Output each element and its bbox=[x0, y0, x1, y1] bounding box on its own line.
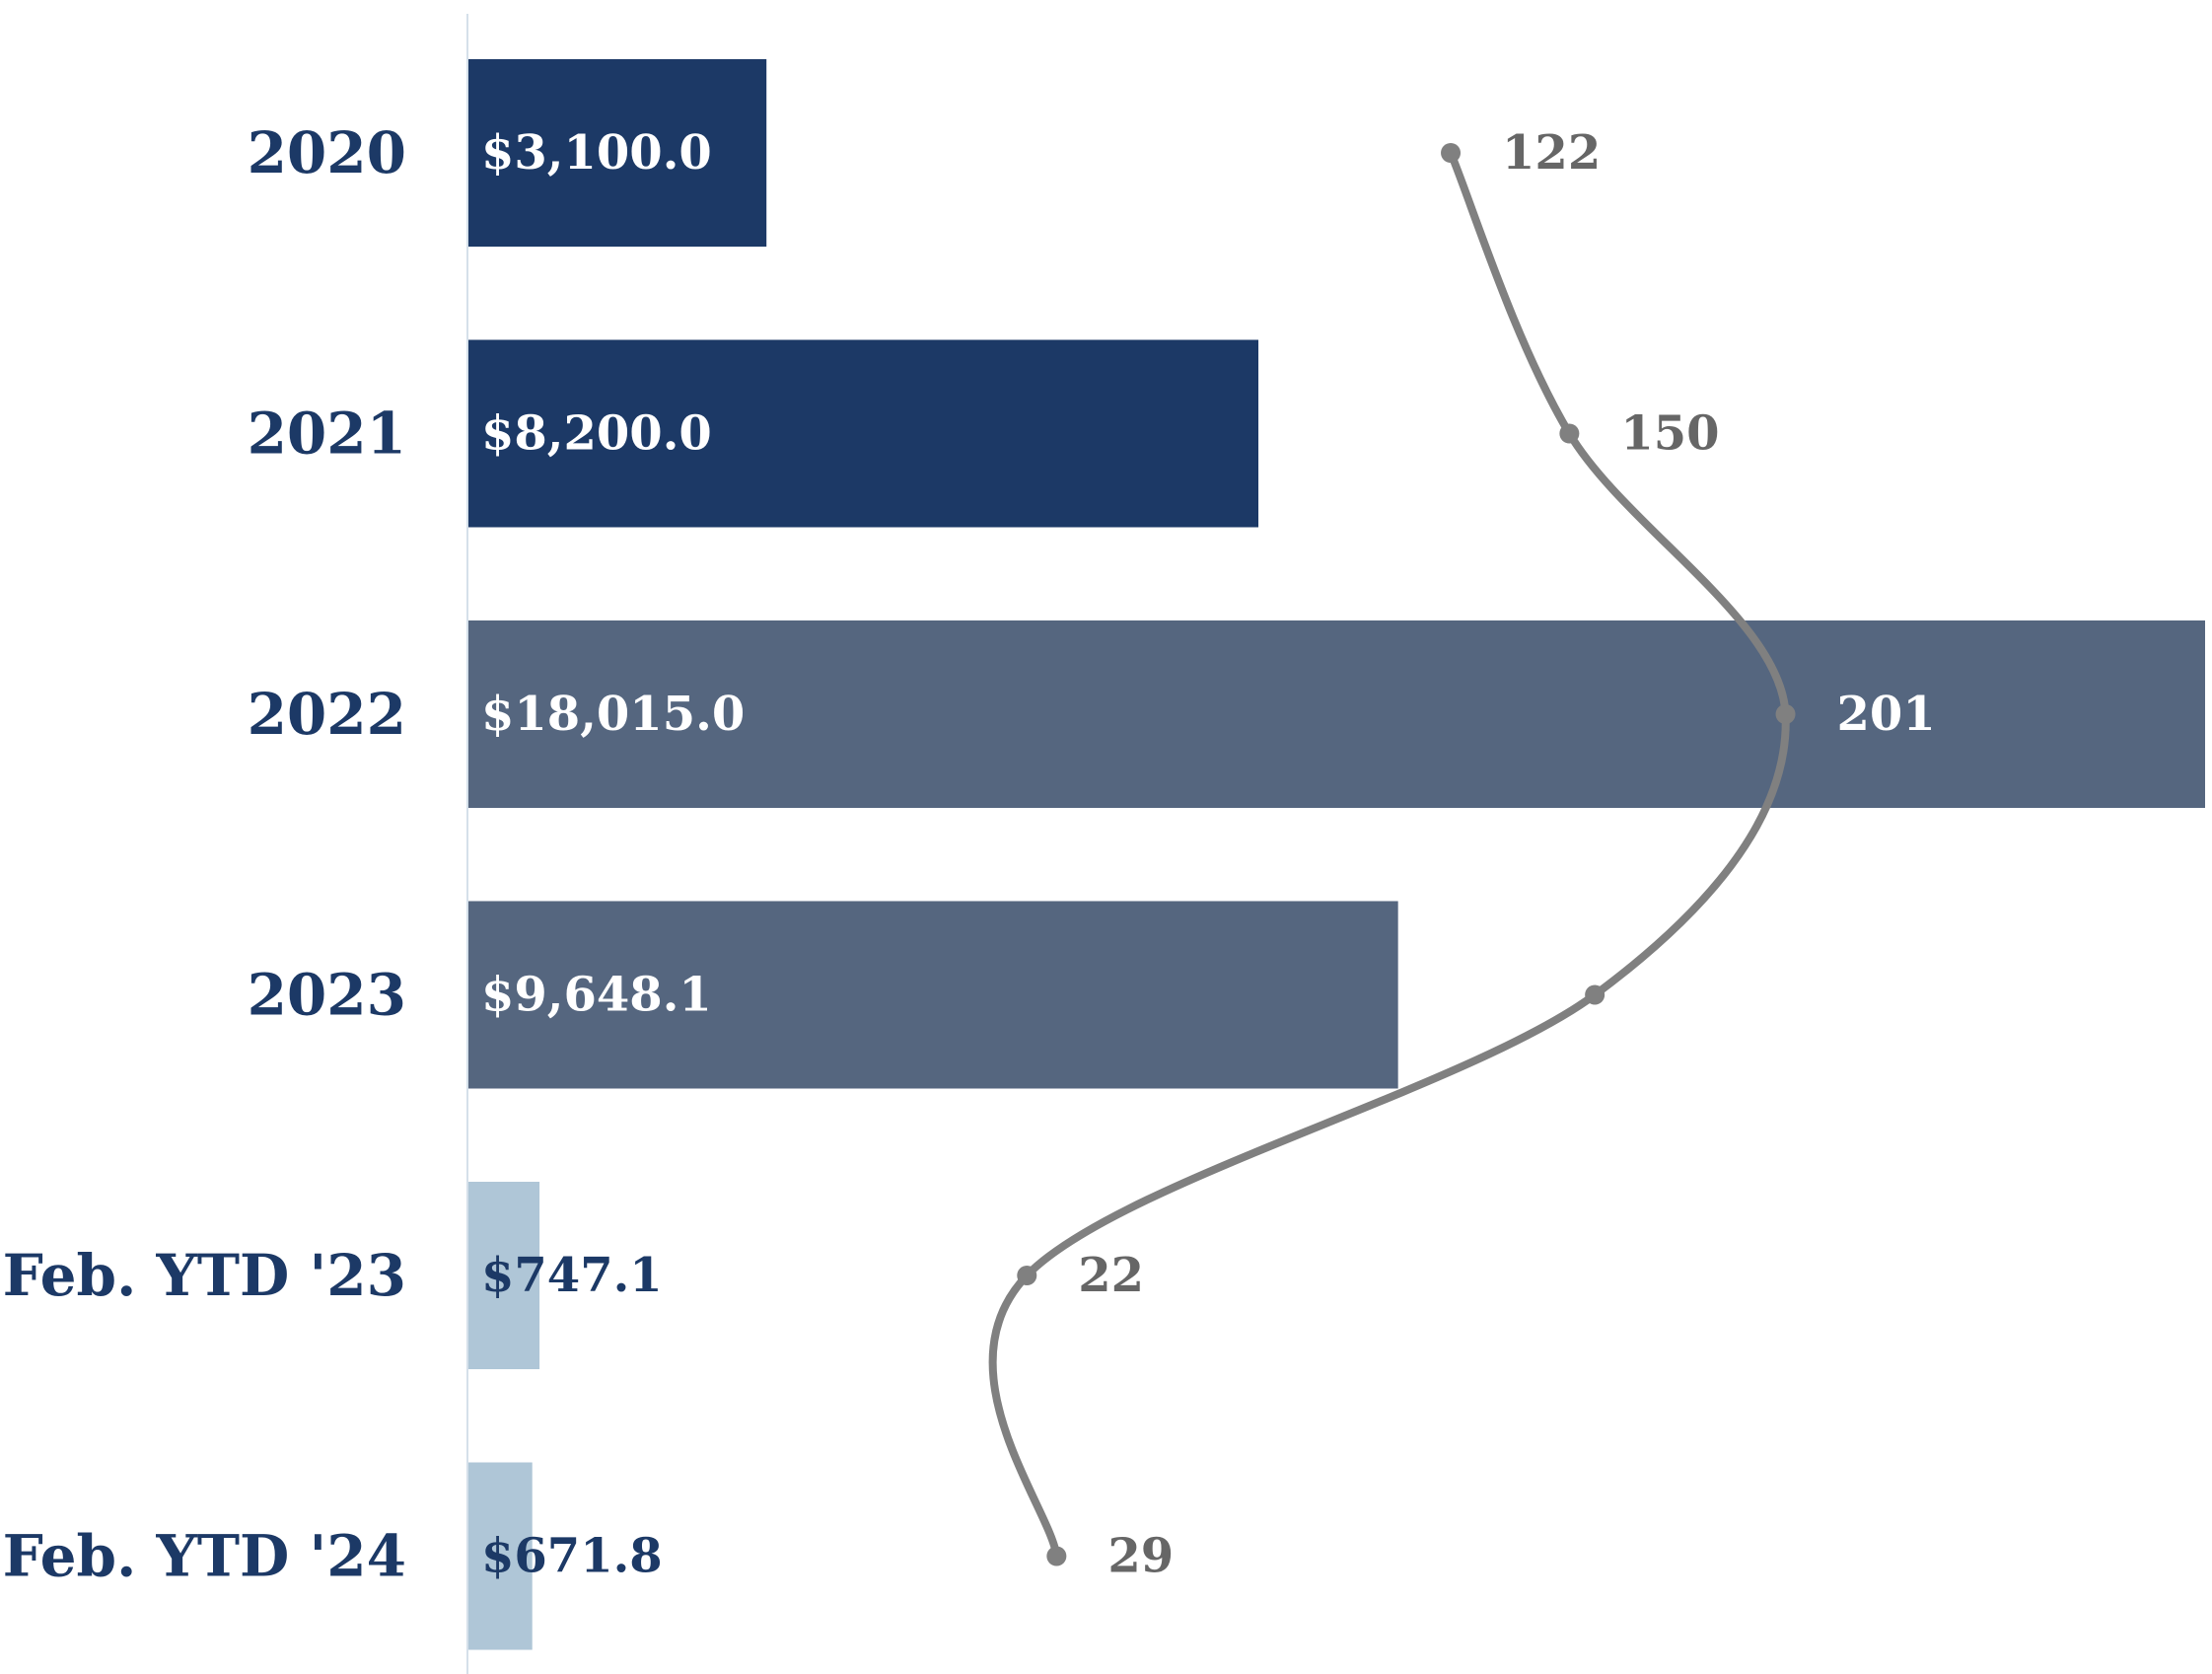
count-label-1: 150 bbox=[1620, 406, 1719, 462]
bar-value-label-0: $3,100.0 bbox=[481, 125, 712, 181]
count-label-2: 201 bbox=[1837, 687, 1936, 742]
category-label-1: 2021 bbox=[248, 400, 406, 468]
bar-1 bbox=[467, 339, 1259, 528]
bar-value-labels: $3,100.0 $8,200.0 $18,015.0 $9,648.1 $747.1 $… bbox=[481, 125, 745, 1584]
count-series-points bbox=[1017, 143, 1796, 1566]
bar-0 bbox=[467, 59, 767, 247]
count-point-0 bbox=[1441, 143, 1462, 163]
count-series-labels: 122 150 201 156 22 29 bbox=[1078, 125, 1935, 1584]
category-labels: 2020 2021 2022 2023 Feb. YTD '23 Feb. YTD '24 bbox=[3, 119, 406, 1590]
count-label-0: 122 bbox=[1502, 125, 1601, 181]
bar-5 bbox=[467, 1462, 533, 1650]
category-label-5: Feb. YTD '24 bbox=[3, 1523, 406, 1590]
category-label-3: 2023 bbox=[248, 962, 406, 1029]
bar-value-label-2: $18,015.0 bbox=[481, 687, 745, 742]
count-point-1 bbox=[1559, 423, 1580, 444]
category-label-4: Feb. YTD '23 bbox=[3, 1242, 406, 1309]
bars-layer bbox=[467, 59, 2205, 1650]
count-label-3: 156 bbox=[1654, 968, 1752, 1023]
bar-value-label-1: $8,200.0 bbox=[481, 406, 712, 462]
count-label-5: 29 bbox=[1107, 1529, 1174, 1584]
count-point-5 bbox=[1046, 1546, 1067, 1566]
bar-2 bbox=[467, 620, 2205, 808]
category-label-2: 2022 bbox=[248, 681, 406, 748]
count-point-4 bbox=[1017, 1266, 1037, 1285]
count-point-2 bbox=[1775, 704, 1796, 724]
bar-value-label-3: $9,648.1 bbox=[481, 968, 712, 1023]
bar-3 bbox=[467, 901, 1398, 1089]
bar-value-label-5: $671.8 bbox=[481, 1529, 663, 1584]
bar-4 bbox=[467, 1182, 540, 1369]
count-label-4: 22 bbox=[1078, 1248, 1144, 1303]
count-point-3 bbox=[1585, 984, 1605, 1005]
bar-value-label-4: $747.1 bbox=[481, 1248, 663, 1303]
category-label-0: 2020 bbox=[248, 119, 406, 186]
